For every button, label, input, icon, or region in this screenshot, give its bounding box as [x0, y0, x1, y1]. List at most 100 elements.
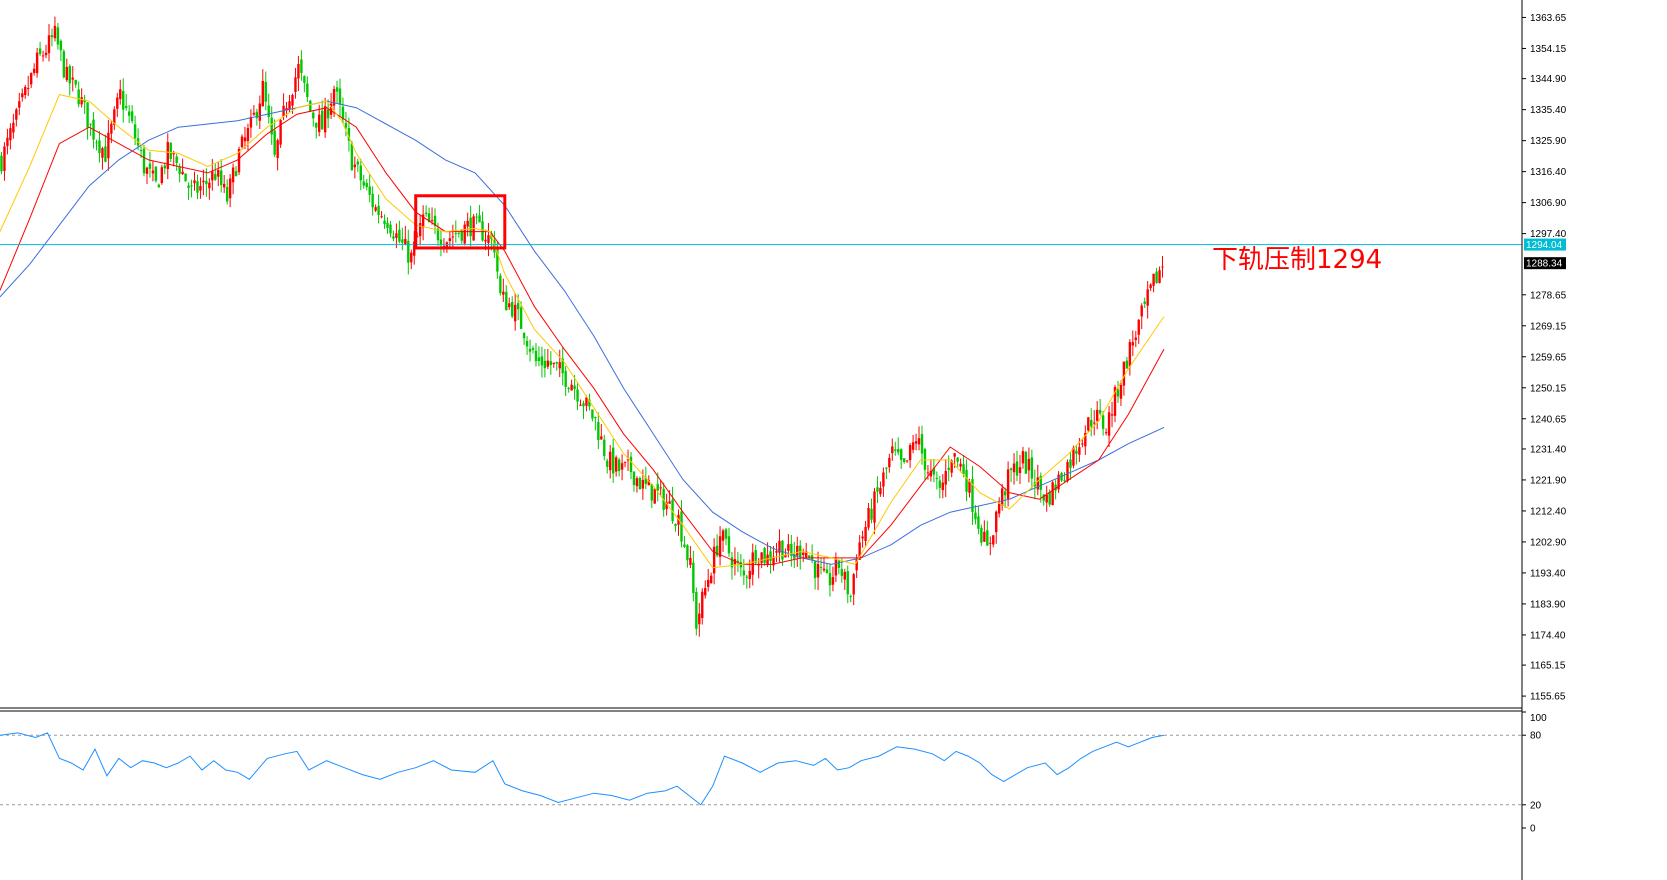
- candle-body: [110, 123, 113, 134]
- candle-body: [68, 66, 71, 84]
- candle-body: [920, 434, 924, 454]
- current-price-tag-label: 1288.34: [1526, 259, 1563, 270]
- candle-body: [1072, 447, 1075, 466]
- candle-body: [445, 242, 449, 249]
- candle-body: [594, 416, 597, 419]
- price-tick-label: 1325.90: [1530, 136, 1567, 147]
- candle-body: [119, 89, 122, 100]
- candle-body: [365, 182, 368, 188]
- candle-body: [665, 502, 668, 509]
- candle-body: [220, 170, 223, 186]
- candle-body: [386, 222, 389, 228]
- candle-body: [1042, 494, 1045, 501]
- candle-body: [1009, 468, 1013, 471]
- candle-body: [424, 212, 428, 214]
- candle-body: [775, 551, 778, 553]
- candle-body: [454, 233, 458, 235]
- candle-body: [124, 106, 128, 108]
- candle-body: [234, 171, 238, 177]
- candle-body: [778, 540, 781, 553]
- candle-body: [83, 99, 86, 103]
- candle-body: [484, 239, 487, 242]
- candle-body: [362, 181, 365, 186]
- candle-body: [178, 167, 181, 174]
- candle-body: [1095, 409, 1099, 421]
- candle-body: [1087, 417, 1090, 431]
- candle-body: [130, 111, 134, 122]
- candle-body: [573, 385, 576, 389]
- candle-body: [591, 409, 594, 419]
- candle-body: [341, 106, 345, 120]
- oscillator-tick-label: 0: [1530, 824, 1536, 835]
- candle-body: [1054, 484, 1057, 491]
- candle-body: [781, 540, 784, 560]
- candle-body: [80, 97, 83, 105]
- candle-body: [264, 81, 267, 102]
- candle-body: [1063, 479, 1066, 481]
- candle-body: [335, 87, 339, 92]
- candle-body: [1161, 266, 1164, 268]
- oscillator-tick-label: 20: [1530, 800, 1542, 811]
- candle-body: [187, 185, 190, 188]
- price-axis-layer: 1363.65 1354.15 1344.90 1335.40 1325.90 1316.…: [0, 0, 1567, 880]
- candle-body: [371, 193, 374, 208]
- candle-body: [205, 180, 208, 185]
- candle-body: [1021, 451, 1025, 464]
- candle-body: [635, 478, 639, 487]
- price-tick-label: 1259.65: [1530, 352, 1567, 363]
- candle-body: [89, 123, 92, 125]
- candle-body: [27, 88, 30, 90]
- candle-body: [273, 130, 276, 155]
- candle-body: [704, 588, 707, 596]
- candle-body: [404, 238, 407, 245]
- candle-body: [347, 127, 351, 141]
- candle-body: [680, 511, 683, 542]
- candle-body: [169, 142, 172, 159]
- price-tick-label: 1231.40: [1530, 444, 1567, 455]
- candle-body: [831, 577, 835, 585]
- candle-body: [1012, 463, 1016, 473]
- candle-body: [252, 112, 256, 115]
- candle-body: [804, 551, 808, 558]
- candle-body: [436, 228, 440, 241]
- candle-body: [1131, 342, 1135, 346]
- candle-body: [157, 184, 161, 188]
- candle-body: [834, 558, 838, 576]
- oscillator-tick-label: 80: [1530, 731, 1542, 742]
- candle-body: [196, 181, 199, 193]
- candle-body: [558, 362, 561, 369]
- candle-body: [986, 530, 989, 546]
- candle-body: [166, 142, 169, 170]
- candle-body: [3, 146, 6, 171]
- candle-body: [632, 471, 636, 485]
- candle-body: [894, 449, 897, 451]
- candle-body: [374, 207, 377, 211]
- candle-body: [784, 554, 787, 558]
- candle-body: [941, 482, 944, 491]
- candle-body: [145, 167, 149, 174]
- candle-body: [947, 467, 950, 470]
- candle-body: [217, 169, 220, 177]
- candle-body: [911, 442, 915, 450]
- candle-body: [359, 165, 362, 181]
- candle-body: [240, 136, 244, 147]
- candle-body: [487, 235, 490, 244]
- candle-body: [208, 182, 211, 189]
- candle-body: [867, 508, 870, 528]
- candle-body: [706, 579, 710, 587]
- candle-body: [231, 167, 235, 183]
- candle-body: [1155, 271, 1158, 284]
- candle-body: [1030, 457, 1034, 479]
- candle-body: [1006, 469, 1010, 500]
- candle-body: [819, 567, 823, 569]
- candle-body: [611, 447, 615, 474]
- candle-body: [597, 421, 600, 441]
- candle-body: [255, 111, 259, 119]
- candle-body: [1122, 361, 1126, 386]
- overlay-layer: [0, 194, 1522, 250]
- candle-body: [585, 397, 588, 406]
- price-tick-label: 1335.40: [1530, 105, 1567, 116]
- candle-body: [127, 111, 131, 116]
- candle-body: [466, 220, 469, 227]
